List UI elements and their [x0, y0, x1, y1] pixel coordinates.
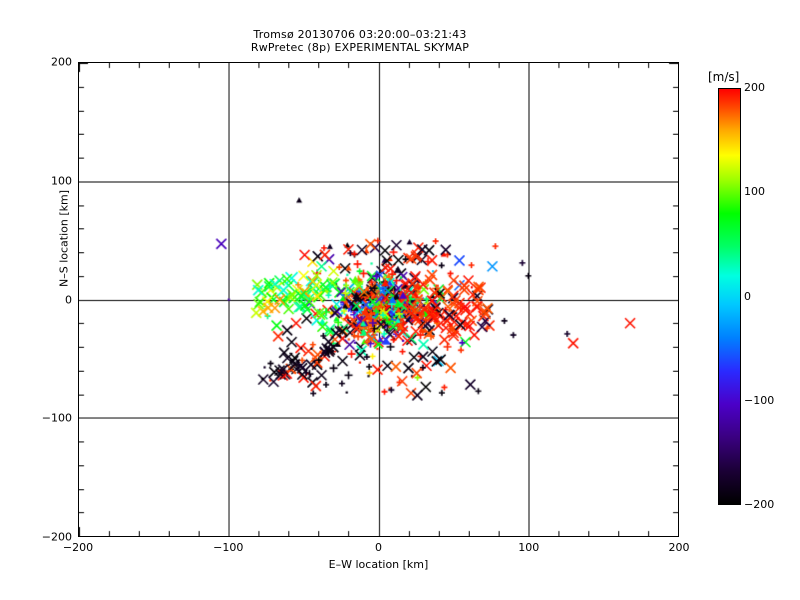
colorbar-tick-200: 200 — [744, 81, 765, 94]
y-tick--100: −100 — [41, 411, 72, 425]
y-axis-label: N–S location [km] — [57, 189, 71, 288]
x-tick-0: 0 — [375, 541, 382, 554]
x-tick-200: 200 — [668, 541, 690, 554]
colorbar-tick-0: 0 — [744, 289, 751, 303]
y-tick-200: 200 — [51, 55, 72, 69]
colorbar-tick-100: 100 — [744, 185, 765, 199]
y-tick--200: −200 — [41, 530, 72, 544]
x-tick--100: −100 — [213, 541, 244, 554]
colorbar — [718, 88, 741, 505]
x-tick--200: −200 — [62, 541, 94, 554]
y-tick-100: 100 — [51, 174, 72, 188]
colorbar-unit-label: [m/s] — [708, 70, 740, 84]
title-line-2: RwPretec (8p) EXPERIMENTAL SKYMAP — [250, 41, 470, 54]
plot-area — [78, 62, 679, 537]
colorbar-gradient — [718, 88, 741, 505]
scatter-canvas — [79, 63, 678, 536]
colorbar-tick--100: −100 — [744, 393, 775, 407]
x-tick-100: 100 — [518, 541, 540, 554]
colorbar-tick--200: −200 — [744, 498, 775, 511]
y-tick-0: 0 — [65, 293, 72, 306]
figure-title: Tromsø 20130706 03:20:00–03:21:43 RwPret… — [0, 28, 720, 54]
x-axis-label: E–W location [km] — [328, 558, 429, 571]
title-line-1: Tromsø 20130706 03:20:00–03:21:43 — [253, 28, 467, 41]
